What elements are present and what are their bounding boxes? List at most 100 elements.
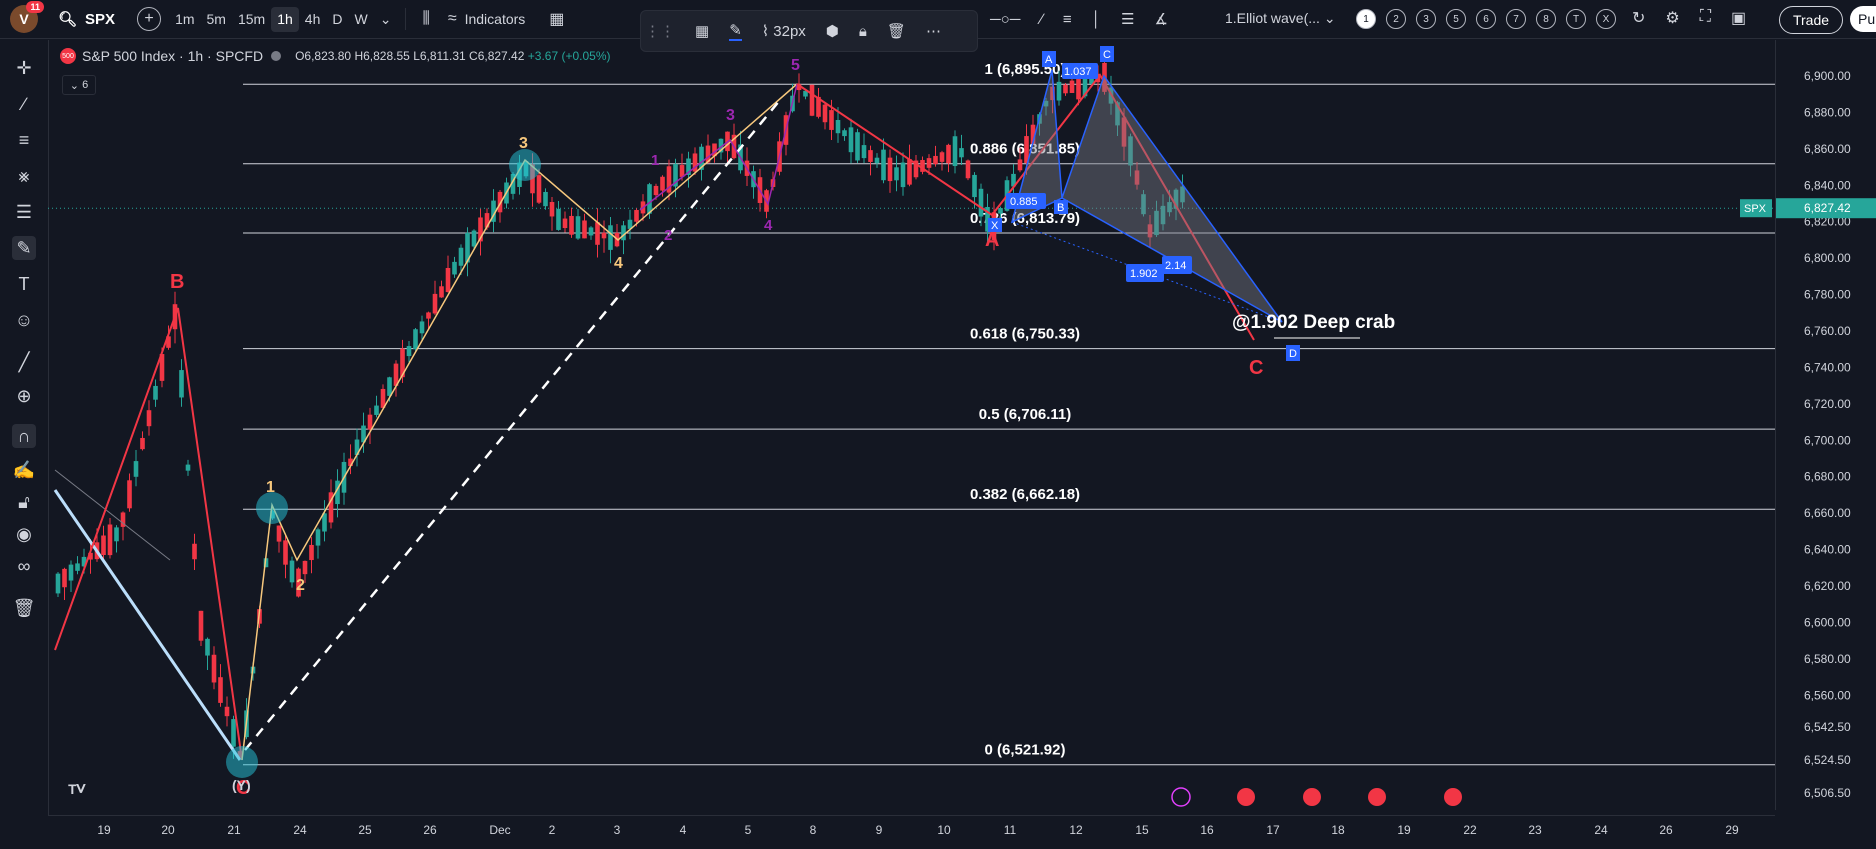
event-flag-icon[interactable] bbox=[1444, 788, 1462, 806]
vertical-line-icon[interactable]: │ bbox=[1091, 10, 1101, 28]
price-axis[interactable]: 6,900.00 6,880.00 6,860.00 6,840.00 6,820.00… bbox=[1775, 40, 1876, 810]
time-axis[interactable]: 19 20 21 24 25 26 Dec 2 3 4 5 8 9 10 11 12 15 16 17 18 19 22 2… bbox=[48, 815, 1775, 844]
camera-icon[interactable]: ▣ bbox=[1730, 10, 1747, 27]
pattern-tool-icon[interactable]: ⨳ bbox=[18, 165, 30, 186]
candle-body bbox=[328, 492, 334, 523]
instrument-title[interactable]: S&P 500 Index · 1h · SPCFD bbox=[82, 48, 264, 64]
timeframe-4h[interactable]: 4h bbox=[304, 10, 321, 27]
candle-body bbox=[816, 96, 821, 117]
remove-drawings-icon[interactable]: 🗑︎ bbox=[12, 597, 36, 618]
event-flag-icon[interactable] bbox=[1237, 788, 1255, 806]
elliott-icon[interactable]: ∡ bbox=[1154, 11, 1168, 28]
trend-line-icon[interactable]: ∕ bbox=[1040, 10, 1043, 28]
layout-icon[interactable]: ▦ bbox=[549, 11, 565, 28]
symbol-search[interactable]: 🔍︎ SPX bbox=[58, 10, 115, 29]
time-axis-label: 20 bbox=[161, 823, 175, 837]
indicators-collapse[interactable]: ⌄ 6 bbox=[62, 75, 96, 95]
time-axis-label: 26 bbox=[1659, 823, 1673, 837]
trade-button[interactable]: Trade bbox=[1779, 6, 1843, 34]
timeframe-w[interactable]: W bbox=[354, 10, 368, 27]
projection-tool-icon[interactable]: ☰ bbox=[15, 201, 33, 222]
tradingview-logo[interactable]: ᵀⱽ bbox=[68, 782, 86, 804]
timeframe-d[interactable]: D bbox=[332, 10, 343, 27]
timeframe-1h[interactable]: 1h bbox=[271, 6, 299, 32]
replay-icon[interactable]: ↻ bbox=[1632, 10, 1646, 27]
timeframe-5m[interactable]: 5m bbox=[206, 10, 226, 27]
event-flag-icon[interactable] bbox=[1368, 788, 1386, 806]
fullscreen-icon[interactable]: ⛶ bbox=[1699, 8, 1711, 25]
degree-button-1[interactable]: 1 bbox=[1356, 9, 1376, 29]
brush-tool-icon[interactable]: ✎ bbox=[12, 236, 36, 260]
degree-button-6[interactable]: 6 bbox=[1476, 9, 1496, 29]
degree-button-7[interactable]: 7 bbox=[1506, 9, 1526, 29]
time-axis-label: 25 bbox=[358, 823, 372, 837]
emoji-tool-icon[interactable]: ☺ bbox=[14, 309, 34, 330]
time-axis-label: 3 bbox=[614, 823, 621, 837]
crosshair-icon[interactable]: ✛ bbox=[16, 57, 32, 78]
crab-ratio-214: 2.14 bbox=[1165, 260, 1186, 272]
candle-body bbox=[1154, 210, 1159, 236]
pencil-icon[interactable]: ✎ bbox=[729, 22, 742, 41]
publish-button[interactable]: Pul bbox=[1850, 6, 1876, 32]
zoom-in-icon[interactable]: ⊕ bbox=[16, 385, 32, 406]
trash-icon[interactable]: 🗑︎ bbox=[886, 23, 906, 40]
candle-body bbox=[894, 167, 899, 181]
timeframe-dropdown-icon[interactable]: ⌄ bbox=[379, 10, 392, 27]
fib-icon[interactable]: ≡ bbox=[1062, 10, 1072, 28]
line-style-button[interactable]: ⌇ 32px bbox=[762, 22, 806, 40]
templates-icon[interactable]: ▦ bbox=[695, 23, 710, 40]
candle-body bbox=[88, 552, 93, 560]
user-avatar[interactable]: V 11 bbox=[10, 1, 44, 33]
candle-body bbox=[946, 144, 951, 164]
candle-body bbox=[315, 529, 321, 546]
event-flag-icon[interactable] bbox=[1303, 788, 1321, 806]
candle-body bbox=[322, 513, 327, 532]
stay-drawing-icon[interactable]: ✍ bbox=[12, 459, 36, 480]
chart-settings-icon[interactable]: ⚙ bbox=[1665, 10, 1680, 27]
drag-handle-icon[interactable]: ⋮⋮ bbox=[645, 23, 675, 40]
settings-icon[interactable]: ⬢ bbox=[825, 23, 839, 40]
horizontal-ray-icon[interactable]: ─○─ bbox=[990, 10, 1021, 28]
candles-icon[interactable]: ⫼ bbox=[422, 10, 430, 27]
degree-button-5[interactable]: 5 bbox=[1446, 9, 1466, 29]
trend-line-tool-icon[interactable]: ∕ bbox=[22, 93, 26, 114]
crab-point-b: B bbox=[1057, 202, 1064, 214]
degree-button-x[interactable]: X bbox=[1596, 9, 1616, 29]
candle-body bbox=[166, 336, 171, 348]
lock-icon[interactable]: 🔒︎ bbox=[858, 22, 867, 40]
wave-label-5-purple: 5 bbox=[791, 57, 800, 74]
fib-tool-icon[interactable]: ≡ bbox=[18, 129, 30, 150]
more-icon[interactable]: ⋯ bbox=[925, 23, 941, 40]
eye-icon[interactable]: ◉ bbox=[16, 523, 32, 544]
timeframe-15m[interactable]: 15m bbox=[237, 10, 266, 27]
degree-button-t[interactable]: T bbox=[1566, 9, 1586, 29]
crab-ratio-1037: 1.037 bbox=[1064, 66, 1092, 78]
channel-icon[interactable]: ☰ bbox=[1120, 11, 1135, 28]
degree-button-8[interactable]: 8 bbox=[1536, 9, 1556, 29]
event-lightning-icon[interactable] bbox=[1171, 787, 1191, 807]
candle-body bbox=[569, 215, 574, 235]
time-axis-label: 24 bbox=[1594, 823, 1608, 837]
candle-body bbox=[510, 173, 516, 194]
magnet-icon[interactable]: ∩ bbox=[12, 424, 36, 448]
candle-body bbox=[692, 153, 698, 172]
candle-body bbox=[1011, 173, 1016, 187]
candle-body bbox=[140, 437, 145, 450]
degree-button-2[interactable]: 2 bbox=[1386, 9, 1406, 29]
degree-button-3[interactable]: 3 bbox=[1416, 9, 1436, 29]
indicators-button[interactable]: ≈ Indicators bbox=[448, 10, 525, 28]
candle-body bbox=[588, 227, 594, 236]
brush-icon: ⌇ bbox=[761, 23, 770, 40]
ruler-icon[interactable]: ╱ bbox=[18, 351, 30, 372]
text-tool-icon[interactable]: T bbox=[18, 273, 30, 294]
candle-body bbox=[1180, 186, 1185, 203]
timeframe-1m[interactable]: 1m bbox=[175, 10, 195, 27]
candle-body bbox=[536, 175, 542, 203]
template-selector[interactable]: 1.Elliot wave(... ⌄ bbox=[1225, 10, 1336, 27]
lock-drawings-icon[interactable]: 🔓︎ bbox=[18, 491, 30, 512]
link-icon[interactable]: ∞ bbox=[17, 555, 31, 576]
candle-body bbox=[380, 388, 386, 408]
impulse-wave-purple bbox=[639, 83, 798, 211]
compare-symbol-button[interactable]: + bbox=[137, 7, 162, 31]
